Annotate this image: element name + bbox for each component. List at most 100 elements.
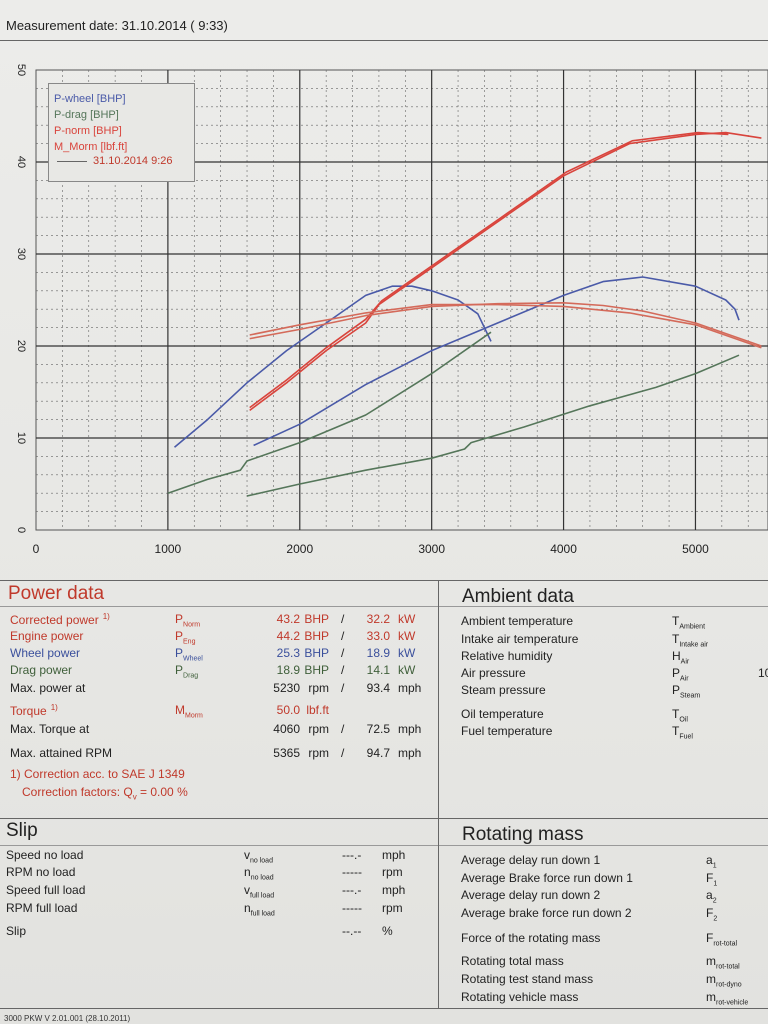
- slip-row-symbol: vfull load: [244, 883, 274, 899]
- rotating-row-symbol: mrot-dyno: [706, 972, 742, 988]
- power-unit-1: BHP: [304, 612, 329, 626]
- row-label-text: Torque: [10, 704, 47, 718]
- slip-value: ---.-: [342, 848, 362, 862]
- ambient-row-symbol: TIntake air: [672, 632, 708, 648]
- footnote-marker: 1): [102, 612, 110, 621]
- symbol-text: P: [672, 683, 681, 697]
- power-value-1: 43.2: [276, 612, 300, 626]
- x-tick-label: 1000: [155, 542, 182, 556]
- y-tick-label: 30: [15, 248, 27, 260]
- symbol-text: T: [672, 724, 680, 738]
- symbol-text: F: [706, 906, 714, 920]
- power-value-1: 5230: [273, 681, 300, 695]
- divider-vertical: [438, 580, 439, 1008]
- symbol-sub: 2: [713, 915, 718, 923]
- row-label-text: Max. attained RPM: [10, 746, 113, 760]
- symbol-sub: 1: [713, 880, 718, 888]
- ambient-row-label: Ambient temperature: [461, 614, 574, 628]
- slip-row-label: RPM full load: [6, 901, 78, 915]
- power-value-1: 4060: [273, 722, 300, 736]
- x-tick-label: 2000: [286, 542, 313, 556]
- rotating-row-symbol: F2: [706, 906, 717, 922]
- symbol-text: P: [672, 666, 681, 680]
- legend-item-wheel: P-wheel [BHP]: [54, 93, 126, 105]
- row-label-text: Drag power: [10, 663, 73, 677]
- symbol-text: P: [175, 612, 184, 626]
- series-line-3: [246, 354, 740, 497]
- air-pressure-value: 10: [758, 666, 768, 680]
- y-tick-label: 50: [15, 64, 27, 76]
- x-tick-label: 5000: [682, 542, 709, 556]
- power-row-symbol: PWheel: [175, 646, 203, 662]
- power-unit-2: kW: [398, 646, 416, 660]
- rotating-row-symbol: a1: [706, 853, 717, 869]
- symbol-sub: Ambient: [679, 623, 706, 631]
- power-value-1: 5365: [273, 746, 300, 760]
- y-tick-label: 0: [15, 527, 27, 533]
- power-unit-1: BHP: [304, 646, 329, 660]
- rotating-row-label: Rotating vehicle mass: [461, 990, 579, 1004]
- ambient-row-symbol: TFuel: [672, 724, 693, 740]
- symbol-text: a: [706, 853, 713, 867]
- ambient-row-symbol: TAmbient: [672, 614, 705, 630]
- ambient-row-label: Fuel temperature: [461, 724, 553, 738]
- value-separator: /: [341, 629, 345, 643]
- series-line-1: [253, 276, 740, 447]
- rotating-row-label: Rotating total mass: [461, 954, 564, 968]
- symbol-text: v: [244, 848, 250, 862]
- power-unit-1: rpm: [308, 746, 329, 760]
- x-tick-label: 4000: [550, 542, 577, 556]
- ambient-row-symbol: PSteam: [672, 683, 700, 699]
- divider: [0, 818, 768, 819]
- measurement-date: Measurement date: 31.10.2014 ( 9:33): [6, 18, 228, 33]
- value-separator: /: [341, 681, 345, 695]
- ambient-row-symbol: TOil: [672, 707, 688, 723]
- symbol-text: T: [672, 632, 680, 646]
- footnote-marker: 1): [50, 703, 58, 712]
- symbol-sub: Drag: [183, 672, 199, 680]
- symbol-text: n: [244, 901, 251, 915]
- power-value-2: 32.2: [366, 612, 390, 626]
- chart-ticks: 0 1000 2000 3000 4000 5000 0 10 20 30 40 50: [15, 64, 709, 556]
- value-separator: /: [341, 612, 345, 626]
- power-unit-2: mph: [398, 722, 422, 736]
- rotating-row-label: Rotating test stand mass: [461, 972, 594, 986]
- symbol-text: T: [672, 614, 680, 628]
- divider: [0, 845, 768, 846]
- chart-series: [167, 131, 762, 497]
- power-row-label: Corrected power 1): [10, 612, 110, 627]
- symbol-sub: Fuel: [679, 733, 693, 741]
- slip-row-symbol: vno load: [244, 848, 273, 864]
- power-row-symbol: MMorm: [175, 703, 203, 719]
- power-value-1: 25.3: [276, 646, 300, 660]
- power-value-1: 18.9: [276, 663, 300, 677]
- power-value-2: 14.1: [366, 663, 390, 677]
- row-label-text: Engine power: [10, 629, 84, 643]
- power-unit-1: rpm: [308, 722, 329, 736]
- series-line-2: [167, 331, 492, 494]
- power-unit-2: kW: [398, 612, 416, 626]
- symbol-sub: 1: [712, 862, 717, 870]
- row-label-text: Corrected power: [10, 613, 99, 627]
- power-value-2: 93.4: [366, 681, 390, 695]
- rotating-row-label: Average delay run down 1: [461, 853, 601, 867]
- y-tick-label: 10: [15, 432, 27, 444]
- power-unit-1: rpm: [308, 681, 329, 695]
- ambient-row-label: Air pressure: [461, 666, 526, 680]
- value-separator: /: [341, 746, 345, 760]
- symbol-text: P: [175, 629, 184, 643]
- chart-grid: [35, 69, 768, 531]
- series-line-5: [249, 131, 729, 409]
- ambient-row-label: Relative humidity: [461, 649, 553, 663]
- symbol-text: a: [706, 888, 713, 902]
- slip-unit: rpm: [382, 901, 403, 915]
- symbol-sub: no load: [250, 874, 274, 882]
- ambient-row-symbol: PAir: [672, 666, 689, 682]
- rotating-mass-title: Rotating mass: [462, 824, 584, 845]
- slip-row-label: Speed full load: [6, 883, 86, 897]
- power-row-symbol: PDrag: [175, 663, 198, 679]
- rotating-row-label: Average delay run down 2: [461, 888, 601, 902]
- ambient-row-label: Oil temperature: [461, 707, 544, 721]
- slip-row-label: RPM no load: [6, 865, 76, 879]
